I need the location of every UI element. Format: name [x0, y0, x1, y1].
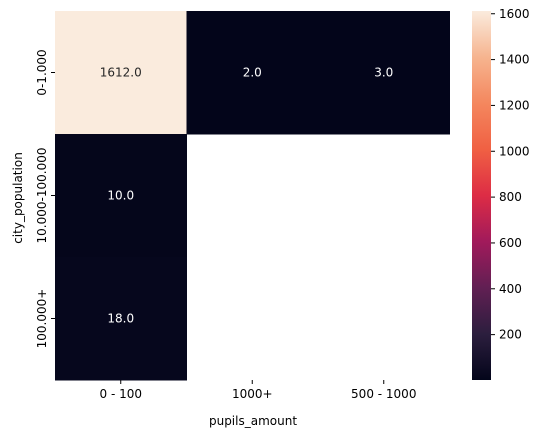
colorbar-ticks: 200 400 600 800 1000 1200 1400 1600 [491, 7, 530, 342]
cell-labels: 1612.0 2.0 3.0 10.0 18.0 [100, 66, 394, 326]
y-tick-label: 100.000+ [35, 289, 49, 349]
colorbar: 200 400 600 800 1000 1200 1400 1600 [472, 7, 530, 380]
cell-value-label: 10.0 [107, 189, 134, 203]
heatmap-cells [55, 11, 450, 381]
cell-value-label: 18.0 [107, 312, 134, 326]
x-axis-label: pupils_amount [209, 414, 297, 428]
heatmap-cell [55, 11, 187, 135]
colorbar-tick-label: 1000 [499, 144, 530, 158]
y-axis-label: city_population [11, 152, 25, 244]
x-tick-label: 500 - 1000 [351, 387, 416, 401]
colorbar-tick-label: 1200 [499, 98, 530, 112]
x-tick-label: 1000+ [232, 387, 273, 401]
colorbar-tick-label: 800 [499, 190, 522, 204]
heatmap-cell [318, 11, 450, 135]
cell-value-label: 2.0 [243, 66, 262, 80]
heatmap-cell [55, 134, 187, 258]
x-axis: 0 - 100 1000+ 500 - 1000 [100, 380, 416, 401]
heatmap-cell [55, 257, 187, 381]
colorbar-tick-label: 200 [499, 328, 522, 342]
cell-value-label: 1612.0 [100, 66, 142, 80]
colorbar-tick-label: 600 [499, 236, 522, 250]
colorbar-tick-label: 1600 [499, 7, 530, 21]
cell-value-label: 3.0 [374, 66, 393, 80]
heatmap-cell [186, 11, 319, 135]
colorbar-tick-label: 400 [499, 282, 522, 296]
colorbar-tick-label: 1400 [499, 53, 530, 67]
y-tick-label: 0-1.000 [35, 49, 49, 95]
y-axis: 0-1.000 10.000-100.000 100.000+ [35, 49, 55, 348]
y-tick-label: 10.000-100.000 [35, 148, 49, 244]
x-tick-label: 0 - 100 [100, 387, 143, 401]
colorbar-gradient [472, 11, 491, 380]
